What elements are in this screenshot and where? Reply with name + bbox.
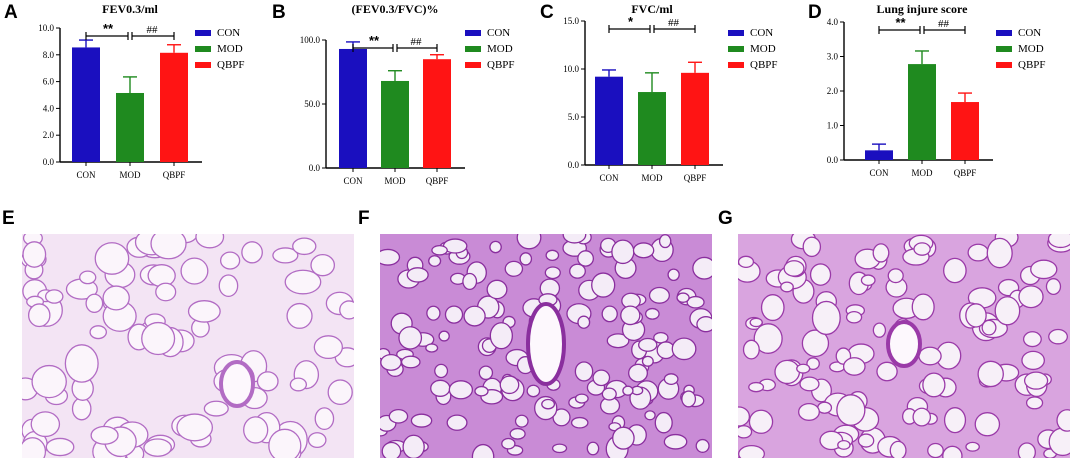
micrograph-g <box>738 234 1070 458</box>
chart-title: (FEV0.3/FVC)% <box>352 2 439 16</box>
panel-letter: D <box>808 2 822 23</box>
y-tick-label: 5.0 <box>568 112 580 122</box>
y-tick-label: 3.0 <box>827 52 839 62</box>
micrograph-f <box>380 234 712 458</box>
bar-mod <box>116 92 144 162</box>
histology-image-g <box>738 234 1070 458</box>
legend-swatch-con <box>996 30 1012 36</box>
x-tick-label: CON <box>599 173 619 183</box>
sig-mark-qbpf-vs-mod: ## <box>147 24 159 36</box>
chart-title: FEV0.3/ml <box>102 2 158 16</box>
y-tick-label: 100.0 <box>300 35 321 45</box>
y-tick-label: 8.0 <box>43 50 55 60</box>
y-tick-label: 6.0 <box>43 77 55 87</box>
legend-swatch-con <box>728 30 744 36</box>
x-tick-label: MOD <box>384 176 406 186</box>
legend-label-con: CON <box>217 27 240 39</box>
bar-qbpf <box>423 59 451 169</box>
bar-qbpf <box>681 72 709 165</box>
legend-swatch-qbpf <box>728 62 744 68</box>
y-tick-label: 0.0 <box>309 163 321 173</box>
bar-con <box>865 150 893 160</box>
sig-mark-mod-vs-con: ** <box>103 21 114 36</box>
sig-mark-mod-vs-con: * <box>628 14 634 29</box>
x-tick-label: QBPF <box>426 176 449 186</box>
chart-title: Lung injure score <box>877 2 969 16</box>
x-tick-label: CON <box>343 176 363 186</box>
x-tick-label: MOD <box>641 173 663 183</box>
legend-swatch-qbpf <box>996 62 1012 68</box>
bar-con <box>595 76 623 165</box>
y-tick-label: 10.0 <box>563 64 579 74</box>
bar-qbpf <box>160 52 188 162</box>
x-tick-label: CON <box>76 170 96 180</box>
x-tick-label: QBPF <box>163 170 186 180</box>
y-tick-label: 0.0 <box>568 160 580 170</box>
y-tick-label: 2.0 <box>827 86 839 96</box>
panel-letter-f: F <box>358 208 370 229</box>
x-tick-label: QBPF <box>684 173 707 183</box>
x-tick-label: QBPF <box>954 168 977 178</box>
sig-mark-mod-vs-con: ** <box>369 33 380 48</box>
legend-swatch-mod <box>465 46 481 52</box>
sig-mark-qbpf-vs-mod: ## <box>668 17 680 29</box>
y-tick-label: 4.0 <box>43 103 55 113</box>
bar-con <box>339 48 367 168</box>
legend-label-mod: MOD <box>487 43 513 55</box>
y-tick-label: 10.0 <box>38 23 54 33</box>
x-tick-label: MOD <box>119 170 141 180</box>
y-tick-label: 0.0 <box>827 155 839 165</box>
legend-label-mod: MOD <box>1018 43 1044 55</box>
sig-mark-qbpf-vs-mod: ## <box>411 36 423 48</box>
legend-swatch-con <box>195 30 211 36</box>
histology-image-e <box>22 234 354 458</box>
y-tick-label: 0.0 <box>43 157 55 167</box>
chart-panel-a: A FEV0.3/ml 0.0 2.0 4.0 6.0 8.0 10.0 CON MOD QBPF *… <box>4 2 245 180</box>
legend-label-qbpf: QBPF <box>1018 59 1046 71</box>
histology-image-f <box>380 234 712 458</box>
legend-label-qbpf: QBPF <box>750 59 778 71</box>
y-tick-label: 50.0 <box>304 99 320 109</box>
bar-qbpf <box>951 102 979 160</box>
y-tick-label: 1.0 <box>827 121 839 131</box>
bar-con <box>72 47 100 162</box>
bar-mod <box>908 64 936 160</box>
y-tick-label: 4.0 <box>827 17 839 27</box>
chart-title: FVC/ml <box>631 2 673 16</box>
chart-panel-d: D Lung injure score 0.0 1.0 2.0 3.0 4.0 CON MOD Q… <box>808 2 1046 178</box>
legend-swatch-mod <box>728 46 744 52</box>
sig-mark-qbpf-vs-mod: ## <box>938 18 950 30</box>
panel-letter-g: G <box>718 208 733 229</box>
bar-mod <box>638 92 666 165</box>
x-tick-label: MOD <box>911 168 933 178</box>
sig-mark-mod-vs-con: ** <box>895 15 906 30</box>
legend-label-qbpf: QBPF <box>487 59 515 71</box>
chart-panel-c: C FVC/ml 0.0 5.0 10.0 15.0 CON MOD QBPF * ## CON MOD… <box>540 2 778 183</box>
legend-swatch-qbpf <box>195 62 211 68</box>
chart-panel-b: B (FEV0.3/FVC)% 0.0 50.0 100.0 CON MOD QBPF ** ##… <box>272 2 515 186</box>
bar-mod <box>381 80 409 168</box>
legend-label-mod: MOD <box>750 43 776 55</box>
panel-letter: A <box>4 2 18 23</box>
legend-label-mod: MOD <box>217 43 243 55</box>
legend-swatch-qbpf <box>465 62 481 68</box>
panel-letter-e: E <box>2 208 15 229</box>
legend-swatch-mod <box>996 46 1012 52</box>
legend-label-con: CON <box>750 27 773 39</box>
y-tick-label: 15.0 <box>563 16 579 26</box>
panel-letter: C <box>540 2 554 23</box>
legend-label-qbpf: QBPF <box>217 59 245 71</box>
legend-swatch-con <box>465 30 481 36</box>
panel-letter: B <box>272 2 286 23</box>
legend-swatch-mod <box>195 46 211 52</box>
micrograph-e <box>22 234 354 458</box>
legend-label-con: CON <box>1018 27 1041 39</box>
y-tick-label: 2.0 <box>43 130 55 140</box>
legend-label-con: CON <box>487 27 510 39</box>
x-tick-label: CON <box>869 168 889 178</box>
